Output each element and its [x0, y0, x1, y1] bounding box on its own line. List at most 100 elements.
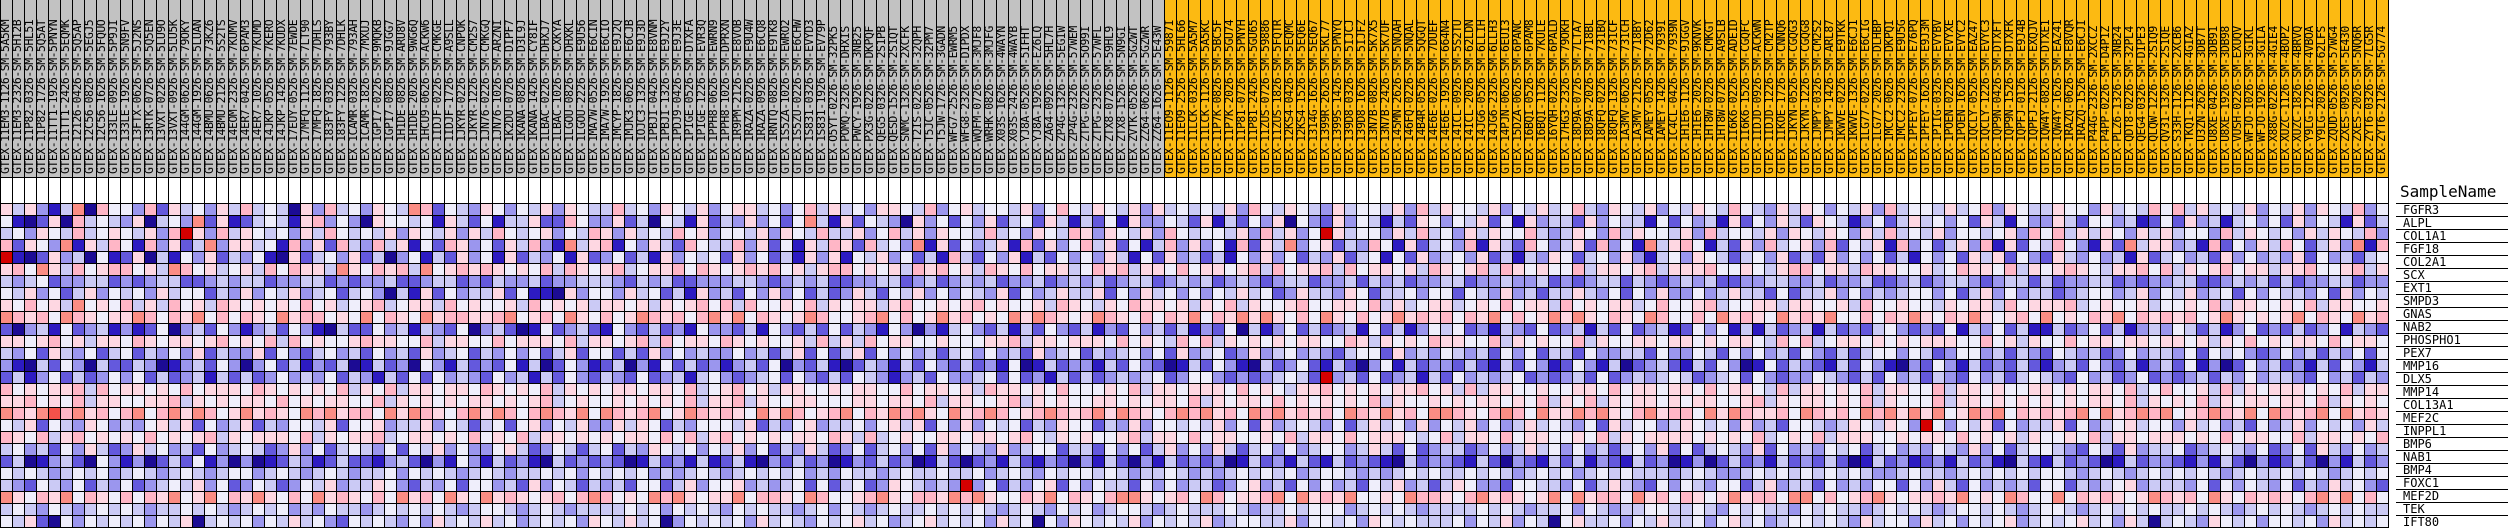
heatmap-cell	[1585, 276, 1597, 288]
heatmap-cell	[1609, 360, 1621, 372]
heatmap-cell	[277, 384, 289, 396]
heatmap-cell	[361, 276, 373, 288]
heatmap-cell	[1873, 240, 1885, 252]
heatmap-cell	[37, 312, 49, 324]
heatmap-cell	[2245, 336, 2257, 348]
heatmap-cell	[1501, 312, 1513, 324]
heatmap-cell	[1189, 312, 1201, 324]
heatmap-cell	[505, 360, 517, 372]
heatmap-cell	[2101, 312, 2113, 324]
heatmap-cell	[1537, 336, 1549, 348]
heatmap-cell	[289, 324, 301, 336]
heatmap-cell	[625, 216, 637, 228]
heatmap-cell	[1369, 372, 1381, 384]
heatmap-cell	[805, 336, 817, 348]
heatmap-cell	[2329, 264, 2341, 276]
heatmap-cell	[1405, 372, 1417, 384]
heatmap-cell	[1873, 336, 1885, 348]
heatmap-cell	[1393, 408, 1405, 420]
heatmap-cell	[1129, 216, 1141, 228]
heatmap-cell	[1753, 228, 1765, 240]
heatmap-cell	[1033, 348, 1045, 360]
heatmap-cell	[1429, 228, 1441, 240]
heatmap-cell	[949, 360, 961, 372]
heatmap-cell	[25, 384, 37, 396]
column-header: GTEX-14BMU-2126-SM-5S2TS	[214, 0, 229, 178]
heatmap-cell	[2065, 336, 2077, 348]
column-tick	[145, 178, 157, 203]
heatmap-cell	[217, 384, 229, 396]
heatmap-cell	[133, 396, 145, 408]
heatmap-cell	[1777, 384, 1789, 396]
heatmap-cell	[469, 456, 481, 468]
heatmap-cell	[1381, 312, 1393, 324]
heatmap-cell	[1549, 420, 1561, 432]
heatmap-cell	[1849, 384, 1861, 396]
heatmap-cell	[1657, 408, 1669, 420]
heatmap-cell	[757, 384, 769, 396]
heatmap-cell	[829, 360, 841, 372]
heatmap-cell	[505, 264, 517, 276]
heatmap-cell	[529, 444, 541, 456]
heatmap-cell	[1537, 396, 1549, 408]
heatmap-cell	[1033, 372, 1045, 384]
heatmap-cell	[1237, 336, 1249, 348]
heatmap-cell	[1717, 312, 1729, 324]
heatmap-cell	[1141, 384, 1153, 396]
heatmap-cell	[349, 420, 361, 432]
heatmap-cell	[337, 312, 349, 324]
heatmap-cell	[2353, 396, 2365, 408]
heatmap-cell	[2005, 240, 2017, 252]
heatmap-cell	[2137, 216, 2149, 228]
heatmap-cell	[457, 300, 469, 312]
heatmap-cell	[1729, 336, 1741, 348]
heatmap-cell	[133, 420, 145, 432]
heatmap-cell	[781, 216, 793, 228]
column-tick	[1165, 178, 1177, 203]
heatmap-cell	[409, 456, 421, 468]
heatmap-cell	[637, 384, 649, 396]
heatmap-cell	[457, 444, 469, 456]
heatmap-cell	[829, 348, 841, 360]
heatmap-cell	[1921, 252, 1933, 264]
heatmap-cell	[193, 432, 205, 444]
heatmap-cell	[37, 456, 49, 468]
heatmap-cell	[265, 432, 277, 444]
heatmap-cell	[181, 324, 193, 336]
heatmap-cell	[1165, 312, 1177, 324]
heatmap-cell	[493, 456, 505, 468]
heatmap-cell	[2269, 204, 2281, 216]
heatmap-cell	[2245, 444, 2257, 456]
heatmap-cell	[1477, 444, 1489, 456]
heatmap-cell	[2305, 372, 2317, 384]
heatmap-cell	[841, 240, 853, 252]
column-header: GTEX-XUZC-1826-SM-4BRVQ	[2290, 0, 2305, 178]
heatmap-cell	[1429, 312, 1441, 324]
heatmap-cell	[109, 252, 121, 264]
heatmap-cell	[1705, 300, 1717, 312]
heatmap-cell	[1705, 312, 1717, 324]
heatmap-cell	[1417, 204, 1429, 216]
heatmap-cell	[2113, 384, 2125, 396]
heatmap-cell	[709, 324, 721, 336]
heatmap-cell	[1177, 216, 1189, 228]
heatmap-cell	[2269, 276, 2281, 288]
heatmap-cell	[2077, 264, 2089, 276]
heatmap-cell	[1105, 396, 1117, 408]
heatmap-cell	[2161, 324, 2173, 336]
heatmap-cell	[1717, 228, 1729, 240]
heatmap-cell	[1621, 288, 1633, 300]
heatmap-cell	[1609, 420, 1621, 432]
heatmap-cell	[145, 252, 157, 264]
heatmap-cell	[589, 324, 601, 336]
heatmap-cell	[877, 276, 889, 288]
heatmap-cell	[841, 360, 853, 372]
heatmap-cell	[1309, 432, 1321, 444]
heatmap-cell	[481, 408, 493, 420]
heatmap-cell	[1345, 372, 1357, 384]
heatmap-cell	[325, 360, 337, 372]
heatmap-cell	[1393, 288, 1405, 300]
heatmap-cell	[1597, 432, 1609, 444]
heatmap-cell	[1777, 360, 1789, 372]
heatmap-cell	[2341, 288, 2353, 300]
